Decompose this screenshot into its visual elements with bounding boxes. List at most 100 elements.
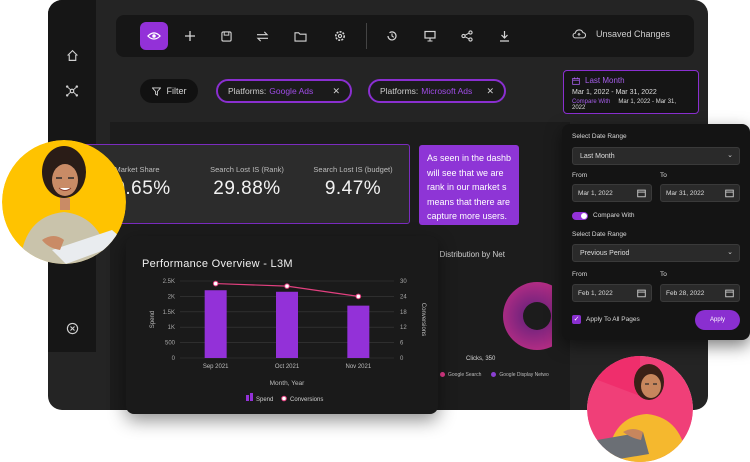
funnel-icon <box>151 86 161 96</box>
y-right-tick-label: 18 <box>400 310 407 316</box>
legend-label: Conversions <box>290 397 323 403</box>
to-label: To <box>660 271 667 278</box>
compare-to-date-input[interactable]: Feb 28, 2022 <box>660 284 740 302</box>
y-tick-label: 1K <box>168 325 175 331</box>
legend-label: Spend <box>256 397 273 403</box>
chip-value: Google Ads <box>269 86 314 96</box>
legend-label: Google Search <box>448 372 482 378</box>
kpi-label: Search Lost IS (budget) <box>313 165 393 174</box>
close-circle-icon[interactable] <box>61 317 83 339</box>
x-tick-label: Nov 2021 <box>345 364 371 370</box>
x-tick-label: Oct 2021 <box>275 364 300 370</box>
monitor-icon[interactable] <box>416 22 444 50</box>
click-distribution-title: Click Distribution by Net <box>420 250 505 259</box>
x-tick-label: Sep 2021 <box>203 364 229 370</box>
close-icon[interactable]: ✕ <box>486 85 494 96</box>
compare-range-label: Select Date Range <box>572 231 627 238</box>
y-tick-label: 1.5K <box>163 310 175 316</box>
date-range-summary[interactable]: Last Month Mar 1, 2022 - Mar 31, 2022 Co… <box>563 70 699 114</box>
chip-prefix: Platforms: <box>228 86 267 96</box>
apply-all-pages-checkbox[interactable]: ✓ <box>572 315 581 324</box>
gear-icon[interactable] <box>326 22 354 50</box>
legend-bar-swatch <box>250 393 253 401</box>
clicks-total-label: Clicks, 350 <box>466 356 496 362</box>
date-range-select[interactable]: Last Month ⌄ <box>572 147 740 165</box>
y-right-axis-label: Conversions <box>420 303 426 336</box>
calendar-icon <box>637 289 646 298</box>
chip-value: Microsoft Ads <box>421 86 473 96</box>
close-icon[interactable]: ✕ <box>332 85 340 96</box>
share-icon[interactable] <box>453 22 481 50</box>
calendar-icon <box>572 76 580 85</box>
performance-chart: 0 0 500 6 1K 12 1.5K 18 2K 24 2.5K 30 Sep 2021 Oct 20… <box>150 279 426 403</box>
kpi-lost-is-budget: Search Lost IS (budget) 9.47% <box>301 165 405 200</box>
apply-button[interactable]: Apply <box>695 310 740 330</box>
to-label: To <box>660 172 667 179</box>
save-icon[interactable] <box>212 22 240 50</box>
compare-with-toggle[interactable] <box>572 212 588 220</box>
calendar-icon <box>725 289 734 298</box>
woman-reading-avatar <box>587 356 693 462</box>
compare-range-value: Mar 1, 2022 - Mar 31, 2022 <box>572 99 677 111</box>
chevron-down-icon: ⌄ <box>727 249 733 256</box>
download-icon[interactable] <box>490 22 518 50</box>
insight-line: capture more users. <box>427 211 508 221</box>
home-icon[interactable] <box>61 44 83 66</box>
filter-button[interactable]: Filter <box>140 79 198 103</box>
select-value: Previous Period <box>580 249 630 257</box>
insight-callout: As seen in the dashb will see that we ar… <box>419 145 519 225</box>
date-range-panel: Select Date Range Last Month ⌄ From To M… <box>562 124 750 340</box>
date-value: Mar 31, 2022 <box>666 189 705 197</box>
compare-with-label: Compare With <box>593 212 635 219</box>
swap-icon[interactable] <box>248 22 276 50</box>
chip-prefix: Platforms: <box>380 86 419 96</box>
kpi-label: Market Share <box>114 165 160 174</box>
unsaved-changes-label: Unsaved Changes <box>596 28 671 39</box>
performance-title: Performance Overview - L3M <box>142 258 293 270</box>
compare-range-select[interactable]: Previous Period ⌄ <box>572 244 740 262</box>
compare-with-label: Compare With <box>572 99 611 105</box>
date-value: Mar 1, 2022 <box>578 189 613 197</box>
performance-overview-card: Performance Overview - L3M 0 0 500 6 1K 12 1.5… <box>126 236 438 414</box>
bar <box>347 305 370 358</box>
plus-icon[interactable] <box>176 22 204 50</box>
woman-laptop-avatar <box>2 140 126 264</box>
bar <box>276 291 298 358</box>
line-point <box>284 283 290 289</box>
line-point <box>212 280 219 287</box>
calendar-icon <box>725 189 734 198</box>
click-distribution-donut <box>482 280 571 352</box>
date-value: Feb 28, 2022 <box>666 289 705 297</box>
insight-line: will see that we are <box>427 167 504 178</box>
apply-all-pages-label: Apply To All Pages <box>586 316 640 323</box>
network-icon[interactable] <box>61 80 83 102</box>
y-tick-label: 0 <box>172 356 176 362</box>
kpi-lost-is-rank: Search Lost IS (Rank) 29.88% <box>195 165 299 200</box>
eye-icon[interactable] <box>140 22 168 50</box>
insight-line: means that there are <box>427 196 511 207</box>
compare-from-date-input[interactable]: Feb 1, 2022 <box>572 284 652 302</box>
unsaved-changes-status[interactable]: Unsaved Changes <box>572 28 670 39</box>
legend-bar-swatch <box>246 395 249 401</box>
bar <box>204 290 227 358</box>
date-range-title: Last Month <box>585 76 625 85</box>
legend-item[interactable]: Google Search <box>440 372 481 378</box>
legend-item[interactable]: Google Display Netwo <box>491 372 549 378</box>
y-right-tick-label: 30 <box>400 279 407 285</box>
from-date-input[interactable]: Mar 1, 2022 <box>572 184 652 202</box>
folder-icon[interactable] <box>286 22 314 50</box>
calendar-icon <box>637 189 646 198</box>
history-icon[interactable] <box>378 22 406 50</box>
x-axis-label: Month, Year <box>270 380 306 387</box>
y-right-tick-label: 0 <box>400 356 404 362</box>
cloud-upload-icon <box>572 29 586 39</box>
line-point <box>355 293 362 300</box>
select-date-range-label: Select Date Range <box>572 133 627 140</box>
filter-chip-microsoft-ads[interactable]: Platforms: Microsoft Ads ✕ <box>368 79 506 103</box>
y-right-tick-label: 12 <box>400 325 407 331</box>
y-tick-label: 500 <box>165 341 176 347</box>
to-date-input[interactable]: Mar 31, 2022 <box>660 184 740 202</box>
toolbar: Unsaved Changes <box>116 15 694 57</box>
filter-chip-google-ads[interactable]: Platforms: Google Ads ✕ <box>216 79 352 103</box>
